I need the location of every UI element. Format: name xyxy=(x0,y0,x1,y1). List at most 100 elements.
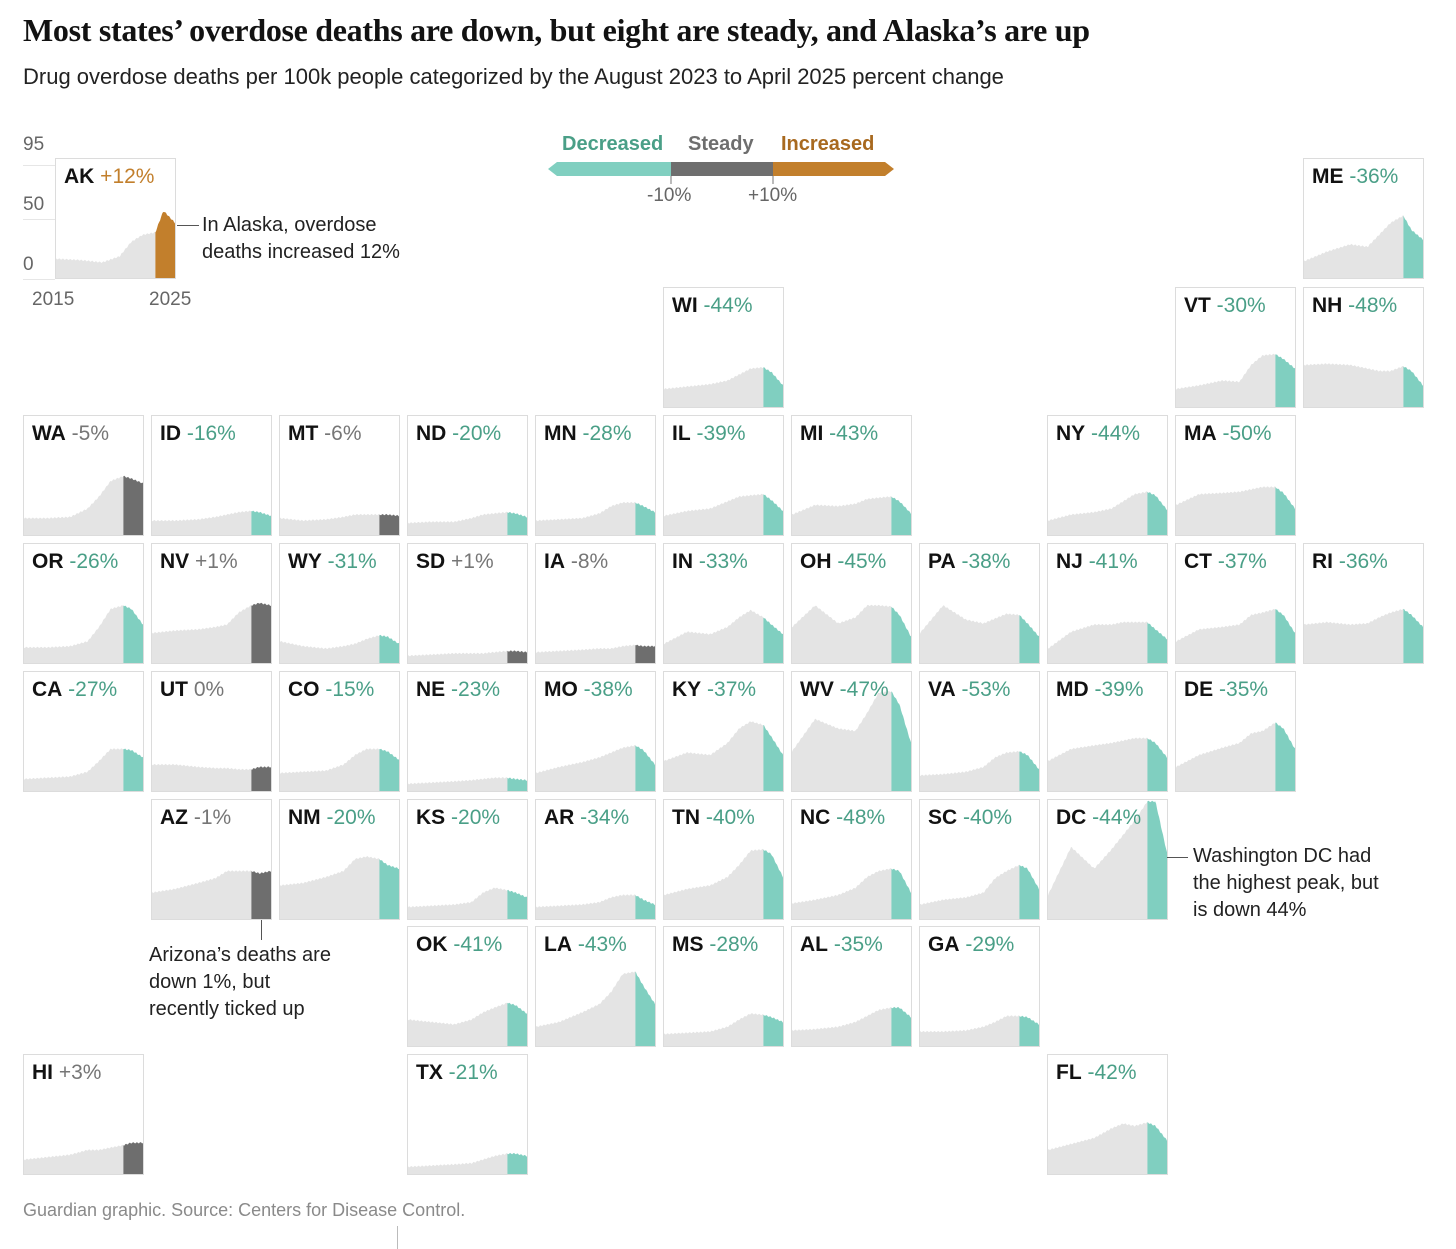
sparkline xyxy=(536,744,655,791)
state-code: GA xyxy=(928,933,960,956)
state-tile-ga: GA -29% xyxy=(919,926,1040,1047)
state-tile-me: ME -36% xyxy=(1303,158,1424,279)
sparkline xyxy=(792,868,911,919)
recent-area-decreased xyxy=(763,367,783,407)
state-tile-ma: MA -50% xyxy=(1175,415,1296,536)
sparkline xyxy=(792,604,911,663)
sparkline xyxy=(1176,609,1295,663)
percent-change: +12% xyxy=(94,165,155,188)
recent-area-steady xyxy=(123,1142,143,1174)
sparkline xyxy=(408,650,527,663)
state-code: VT xyxy=(1184,294,1211,317)
percent-change: -28% xyxy=(576,422,632,445)
sparkline xyxy=(1048,737,1167,791)
state-tile-ny: NY -44% xyxy=(1047,415,1168,536)
sparkline xyxy=(24,475,143,535)
state-code: SC xyxy=(928,806,958,829)
history-area xyxy=(408,1002,508,1046)
recent-area-decreased xyxy=(379,634,399,663)
state-code: AZ xyxy=(160,806,188,829)
state-label: NC -48% xyxy=(800,806,885,830)
history-area xyxy=(24,748,124,791)
sparkline xyxy=(536,644,655,663)
source-footer: Guardian graphic. Source: Centers for Di… xyxy=(23,1200,466,1220)
state-code: CA xyxy=(32,678,63,701)
state-code: IN xyxy=(672,550,693,573)
history-area xyxy=(664,721,764,791)
state-label: WI -44% xyxy=(672,294,753,318)
state-tile-nh: NH -48% xyxy=(1303,287,1424,408)
state-code: MS xyxy=(672,933,704,956)
state-code: AK xyxy=(64,165,95,188)
state-label: GA -29% xyxy=(928,933,1014,957)
state-label: NH -48% xyxy=(1312,294,1397,318)
percent-change: -43% xyxy=(823,422,879,445)
sparkline xyxy=(408,887,527,919)
state-code: CO xyxy=(288,678,320,701)
percent-change: -50% xyxy=(1216,422,1272,445)
percent-change: -23% xyxy=(445,678,501,701)
percent-change: -20% xyxy=(445,806,501,829)
gridline-50 xyxy=(23,219,55,220)
chart-subtitle: Drug overdose deaths per 100k people cat… xyxy=(23,64,1004,89)
state-tile-ri: RI -36% xyxy=(1303,543,1424,664)
history-area xyxy=(24,1144,124,1174)
recent-area-decreased xyxy=(1275,354,1295,407)
state-tile-hi: HI +3% xyxy=(23,1054,144,1175)
state-tile-ms: MS -28% xyxy=(663,926,784,1047)
state-label: SD +1% xyxy=(416,550,494,574)
percent-change: -37% xyxy=(1212,550,1267,573)
state-label: DE -35% xyxy=(1184,678,1268,702)
recent-area-decreased xyxy=(1147,738,1167,791)
state-label: MI -43% xyxy=(800,422,878,446)
state-label: KS -20% xyxy=(416,806,500,830)
sparkline xyxy=(664,367,783,407)
sparkline xyxy=(664,493,783,535)
state-label: ID -16% xyxy=(160,422,236,446)
sparkline xyxy=(664,1013,783,1046)
legend-tick-high: +10% xyxy=(748,185,798,206)
recent-area-decreased xyxy=(1275,722,1295,791)
state-code: UT xyxy=(160,678,188,701)
history-area xyxy=(408,1153,508,1174)
state-code: TX xyxy=(416,1061,443,1084)
percent-change: -48% xyxy=(830,806,886,829)
percent-change: -43% xyxy=(572,933,627,956)
state-tile-ok: OK -41% xyxy=(407,926,528,1047)
state-label: WV -47% xyxy=(800,678,889,702)
state-label: TN -40% xyxy=(672,806,755,830)
legend-tick-low: -10% xyxy=(647,185,692,206)
state-tile-id: ID -16% xyxy=(151,415,272,536)
sparkline xyxy=(24,748,143,791)
history-area xyxy=(408,887,508,919)
state-tile-nm: NM -20% xyxy=(279,799,400,920)
history-area xyxy=(408,650,508,663)
percent-change: -5% xyxy=(65,422,110,445)
legend-decreased-segment xyxy=(548,162,671,176)
state-code: IL xyxy=(672,422,691,445)
sparkline xyxy=(1048,491,1167,535)
state-label: OR -26% xyxy=(32,550,118,574)
recent-area-decreased xyxy=(635,502,655,535)
percent-change: -6% xyxy=(318,422,362,445)
state-label: UT 0% xyxy=(160,678,224,702)
history-area xyxy=(408,511,508,535)
state-label: TX -21% xyxy=(416,1061,498,1085)
state-tile-pa: PA -38% xyxy=(919,543,1040,664)
ak-annotation-leader xyxy=(177,225,199,226)
dc-annotation: Washington DC had the highest peak, but … xyxy=(1193,845,1379,921)
y-tick-0: 0 xyxy=(23,254,34,275)
history-area xyxy=(1176,353,1276,407)
sparkline xyxy=(920,1015,1039,1046)
percent-change: -16% xyxy=(181,422,236,445)
history-area xyxy=(920,750,1020,791)
recent-area-decreased xyxy=(507,1152,527,1174)
chart-title: Most states’ overdose deaths are down, b… xyxy=(23,12,1090,48)
history-area xyxy=(536,894,636,919)
recent-area-decreased xyxy=(1019,1015,1039,1046)
state-code: ID xyxy=(160,422,181,445)
state-code: CT xyxy=(1184,550,1212,573)
history-area xyxy=(536,644,636,663)
sparkline xyxy=(24,1142,143,1174)
state-label: MA -50% xyxy=(1184,422,1272,446)
